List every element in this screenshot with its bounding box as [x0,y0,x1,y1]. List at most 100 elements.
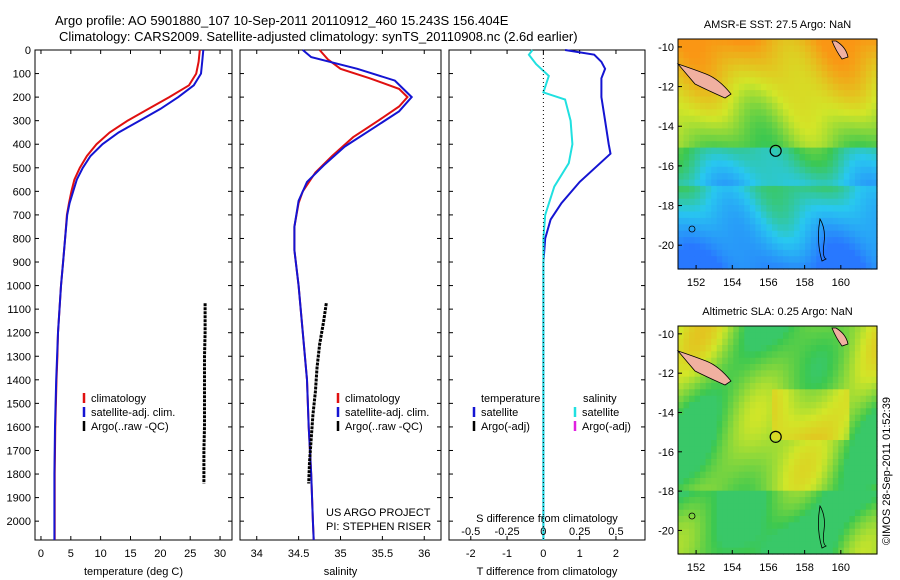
map-cell [760,509,767,517]
map-cell [678,134,685,142]
map-cell [860,224,867,232]
map-cell [871,192,878,200]
map-cell [794,109,801,117]
map-cell [849,230,856,238]
map-cell [722,440,729,447]
map-cell [821,249,828,257]
map-cell [772,102,779,110]
map-cell [772,338,779,346]
series-line-argo-raw-qc- [202,303,207,484]
map-cell [727,51,734,59]
map-cell [755,185,762,193]
map-cell [799,115,806,123]
map-cell [777,547,784,555]
map-cell [827,528,834,536]
map-cell [865,230,872,238]
map-cell [832,364,839,371]
map-cell [777,395,784,403]
map-cell [749,198,756,206]
map-cell [799,70,806,78]
map-cell [766,230,773,238]
map-cell [794,83,801,91]
map-cell [799,484,806,492]
map-cell [816,90,823,98]
map-cell [816,141,823,149]
map-cell [788,185,795,193]
map-cell [816,535,823,542]
map-cell [705,459,712,466]
map-cell [799,83,806,91]
map-cell [827,77,834,85]
map-cell [766,471,773,479]
map-cell [799,395,806,403]
map-cell [772,357,779,365]
series-line-salinity-satellite [527,49,574,540]
map-cell [854,471,861,479]
map-cell [766,465,773,473]
map-cell [821,128,828,136]
map-cell [711,192,718,200]
map-cell [711,147,718,155]
map-cell [766,217,773,225]
map-cell [705,522,712,530]
map-cell [733,211,740,219]
map-cell [810,96,817,104]
map-cell [722,179,729,187]
map-cell [838,452,845,460]
map-cell [777,364,784,371]
map-cell [705,395,712,403]
map-cell [794,395,801,403]
map-cell [733,402,740,409]
map-cell [838,357,845,365]
map-cell [749,243,756,251]
map-cell [716,395,723,403]
map-cell [832,173,839,181]
map-cell [805,338,812,346]
map-cell [689,421,696,428]
map-cell [816,262,823,270]
map-cell [794,173,801,181]
map-cell [744,503,751,511]
map-cell [766,109,773,117]
map-cell [832,147,839,155]
map-cell [711,465,718,473]
map-cell [760,154,767,161]
map-cell [832,230,839,238]
map-cell [749,154,756,161]
map-cell [827,383,834,390]
map-cell [755,535,762,542]
map-cell [821,509,828,517]
map-cell [678,45,685,53]
map-cell [727,484,734,492]
map-cell [689,408,696,416]
map-cell [749,547,756,555]
island-shape [676,350,732,386]
map-cell [827,205,834,213]
map-cell [694,205,701,213]
map-cell [794,249,801,257]
map-cell [827,484,834,492]
map-cell [772,243,779,251]
map-cell [700,122,707,130]
map-cell [810,128,817,136]
map-cell [766,192,773,200]
s-diff-tick-label: -0.25 [495,526,520,538]
map-cell [777,440,784,447]
map-cell [749,351,756,359]
map-cell [738,408,745,416]
map-cell [766,547,773,555]
map-cell [810,497,817,504]
series-line-argo-raw-qc- [307,302,328,484]
map-cell [722,427,729,435]
map-cell [860,77,867,85]
map-cell [700,141,707,149]
pi-annotation: PI: STEPHEN RISER [326,521,431,533]
map-cell [777,64,784,72]
map-cell [805,389,812,397]
map-cell [744,528,751,536]
map-cell [727,408,734,416]
map-cell [854,64,861,72]
map-cell [694,122,701,130]
map-cell [727,115,734,123]
map-cell [683,446,690,454]
